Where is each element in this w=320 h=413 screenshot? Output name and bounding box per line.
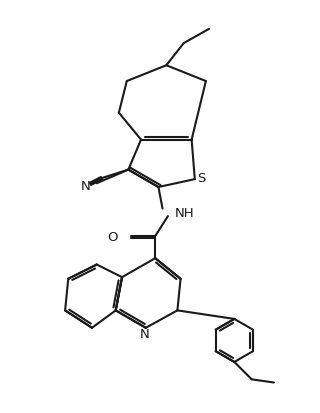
Text: NH: NH: [175, 206, 195, 219]
Text: O: O: [108, 230, 118, 243]
Text: S: S: [197, 172, 206, 185]
Text: N: N: [139, 327, 149, 340]
Text: N: N: [81, 180, 91, 192]
